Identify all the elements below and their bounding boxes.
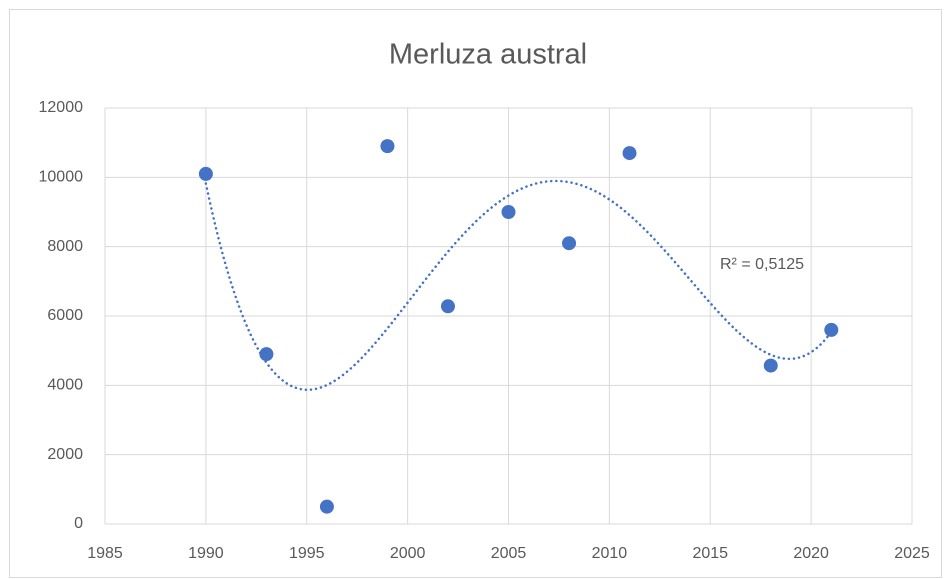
trendline — [204, 179, 833, 392]
y-tick-label: 0 — [74, 515, 83, 532]
x-tick-label: 2015 — [692, 545, 728, 562]
trendline-label: R² = 0,5125 — [720, 256, 804, 273]
x-tick-label: 1995 — [289, 545, 325, 562]
y-tick-label: 6000 — [47, 307, 83, 324]
x-tick-label: 1990 — [188, 545, 224, 562]
point — [198, 166, 213, 181]
chart-frame — [9, 9, 942, 578]
point — [380, 139, 395, 154]
point — [562, 236, 577, 251]
x-tick-label: 2025 — [894, 545, 930, 562]
point — [824, 322, 839, 337]
x-tick-label: 2020 — [793, 545, 829, 562]
x-tick-label: 2010 — [592, 545, 628, 562]
chart-title: Merluza austral — [389, 39, 587, 71]
point — [259, 347, 274, 362]
y-tick-label: 2000 — [47, 446, 83, 463]
x-tick-label: 2000 — [390, 545, 426, 562]
y-tick-label: 8000 — [47, 238, 83, 255]
y-tick-label: 4000 — [47, 377, 83, 394]
point — [440, 299, 455, 314]
point — [501, 205, 516, 219]
point — [763, 358, 778, 373]
y-tick-label: 12000 — [39, 99, 84, 116]
y-tick-label: 10000 — [39, 169, 84, 186]
point — [319, 499, 334, 514]
point — [622, 146, 637, 161]
x-tick-label: 1985 — [87, 545, 123, 562]
x-tick-label: 2005 — [491, 545, 527, 562]
